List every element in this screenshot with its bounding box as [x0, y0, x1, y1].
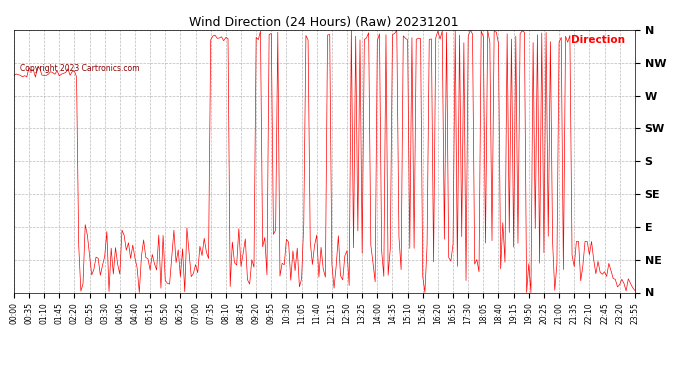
- Text: Copyright 2023 Cartronics.com: Copyright 2023 Cartronics.com: [20, 64, 139, 73]
- Title: Wind Direction (24 Hours) (Raw) 20231201: Wind Direction (24 Hours) (Raw) 20231201: [190, 16, 459, 29]
- Text: Direction: Direction: [571, 35, 626, 45]
